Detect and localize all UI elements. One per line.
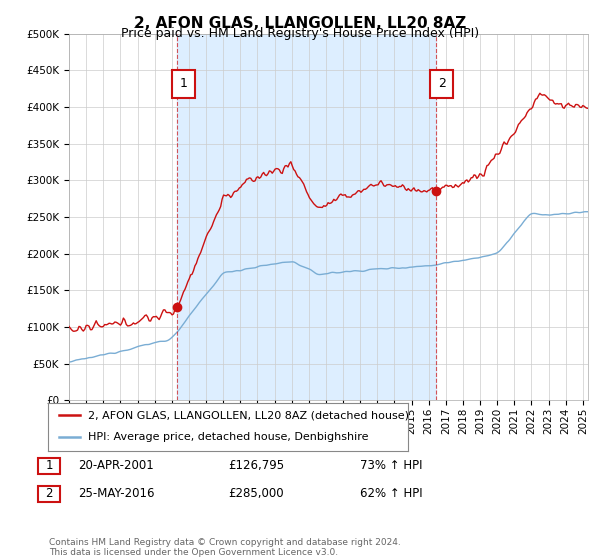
- FancyBboxPatch shape: [430, 71, 453, 98]
- Text: 73% ↑ HPI: 73% ↑ HPI: [360, 459, 422, 473]
- Text: 1: 1: [46, 459, 53, 473]
- Text: 2, AFON GLAS, LLANGOLLEN, LL20 8AZ (detached house): 2, AFON GLAS, LLANGOLLEN, LL20 8AZ (deta…: [88, 410, 409, 420]
- Text: £285,000: £285,000: [228, 487, 284, 501]
- Text: 1: 1: [179, 77, 187, 90]
- Text: 2: 2: [438, 77, 446, 90]
- Text: 2: 2: [46, 487, 53, 501]
- Text: 20-APR-2001: 20-APR-2001: [78, 459, 154, 473]
- FancyBboxPatch shape: [172, 71, 194, 98]
- Text: Price paid vs. HM Land Registry's House Price Index (HPI): Price paid vs. HM Land Registry's House …: [121, 27, 479, 40]
- Text: 62% ↑ HPI: 62% ↑ HPI: [360, 487, 422, 501]
- Bar: [177, 34, 436, 400]
- Text: 25-MAY-2016: 25-MAY-2016: [78, 487, 155, 501]
- Text: 2, AFON GLAS, LLANGOLLEN, LL20 8AZ: 2, AFON GLAS, LLANGOLLEN, LL20 8AZ: [134, 16, 466, 31]
- Text: £126,795: £126,795: [228, 459, 284, 473]
- Text: Contains HM Land Registry data © Crown copyright and database right 2024.
This d: Contains HM Land Registry data © Crown c…: [49, 538, 401, 557]
- Text: HPI: Average price, detached house, Denbighshire: HPI: Average price, detached house, Denb…: [88, 432, 368, 442]
